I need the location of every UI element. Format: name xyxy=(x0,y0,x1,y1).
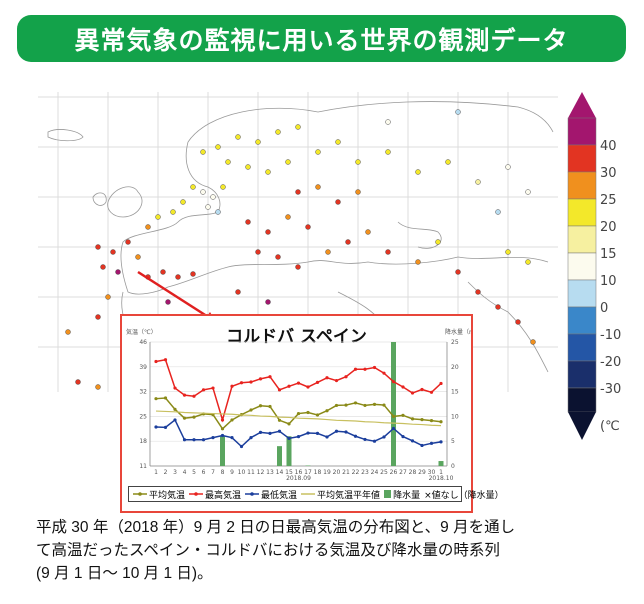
legend-missing: ×値なし（降水量） xyxy=(424,490,504,501)
svg-text:0: 0 xyxy=(451,463,455,470)
svg-text:21: 21 xyxy=(342,469,350,476)
svg-text:40: 40 xyxy=(600,139,617,154)
svg-text:2: 2 xyxy=(164,469,168,476)
chart-plot: 1118253239460510152025気温（℃）降水量（mm）123456… xyxy=(126,328,471,482)
svg-text:5: 5 xyxy=(192,469,196,476)
page-title-banner: 異常気象の監視に用いる世界の観測データ xyxy=(17,15,626,62)
svg-text:25: 25 xyxy=(600,193,617,208)
svg-text:28: 28 xyxy=(409,469,417,476)
svg-text:24: 24 xyxy=(371,469,379,476)
svg-text:13: 13 xyxy=(266,469,274,476)
legend-precip: 降水量 xyxy=(384,488,420,501)
svg-text:0: 0 xyxy=(600,301,608,316)
legend-min: 最低気温 xyxy=(245,488,297,501)
pointer-arrow xyxy=(137,270,214,322)
svg-text:1: 1 xyxy=(439,469,443,476)
svg-text:18: 18 xyxy=(139,438,147,445)
svg-text:26: 26 xyxy=(390,469,398,476)
temperature-colorbar: 40 30 25 20 15 10 0 -10 -20 -30 (℃ xyxy=(566,92,636,442)
svg-text:27: 27 xyxy=(399,469,407,476)
svg-text:15: 15 xyxy=(451,389,459,396)
svg-text:23: 23 xyxy=(361,469,369,476)
svg-text:46: 46 xyxy=(139,339,147,346)
svg-text:2018.10: 2018.10 xyxy=(429,475,454,482)
svg-text:20: 20 xyxy=(333,469,341,476)
svg-text:9: 9 xyxy=(230,469,234,476)
svg-text:30: 30 xyxy=(428,469,436,476)
legend-max: 最高気温 xyxy=(189,488,241,501)
svg-text:11: 11 xyxy=(247,469,255,476)
svg-text:-20: -20 xyxy=(600,355,621,370)
page-title: 異常気象の監視に用いる世界の観測データ xyxy=(74,25,569,55)
svg-text:19: 19 xyxy=(323,469,331,476)
svg-text:39: 39 xyxy=(139,364,147,371)
svg-text:18: 18 xyxy=(314,469,322,476)
svg-text:22: 22 xyxy=(352,469,360,476)
svg-text:25: 25 xyxy=(451,339,459,346)
svg-text:3: 3 xyxy=(173,469,177,476)
svg-text:10: 10 xyxy=(451,413,459,420)
svg-text:10: 10 xyxy=(238,469,246,476)
svg-text:1: 1 xyxy=(154,469,158,476)
map-graphic xyxy=(38,92,558,403)
svg-text:32: 32 xyxy=(139,389,147,396)
svg-text:(℃: (℃ xyxy=(600,419,620,434)
svg-text:14: 14 xyxy=(276,469,284,476)
svg-text:2018.09: 2018.09 xyxy=(286,475,311,482)
svg-text:5: 5 xyxy=(451,438,455,445)
svg-text:8: 8 xyxy=(221,469,225,476)
svg-text:7: 7 xyxy=(211,469,215,476)
cordoba-timeseries-chart: コルドバ スペイン 11 18 25 32 39 46 0 5 10 15 20 25 気温（℃） 降水量… xyxy=(120,314,504,513)
svg-text:15: 15 xyxy=(285,469,293,476)
svg-text:11: 11 xyxy=(139,463,147,470)
svg-text:12: 12 xyxy=(257,469,265,476)
legend-normal: 平均気温平年値 xyxy=(301,490,381,501)
svg-text:4: 4 xyxy=(183,469,187,476)
svg-text:17: 17 xyxy=(304,469,312,476)
chart-legend: 平均気温 最高気温 最低気温 平均気温平年値 降水量 ×値なし（降水量） xyxy=(128,486,504,502)
figure-caption: 平成 30 年（2018 年）9 月 2 日の日最高気温の分布図と、9 月を通し… xyxy=(36,516,636,585)
svg-text:20: 20 xyxy=(451,364,459,371)
caption-line-2: て高温だったスペイン・コルドバにおける気温及び降水量の時系列 xyxy=(36,542,500,559)
caption-line-1: 平成 30 年（2018 年）9 月 2 日の日最高気温の分布図と、9 月を通し xyxy=(36,519,516,536)
svg-text:6: 6 xyxy=(202,469,206,476)
svg-text:15: 15 xyxy=(600,247,617,262)
svg-text:20: 20 xyxy=(600,220,617,235)
svg-text:-30: -30 xyxy=(600,382,621,397)
svg-text:29: 29 xyxy=(418,469,426,476)
svg-text:10: 10 xyxy=(600,274,617,289)
svg-text:25: 25 xyxy=(139,413,147,420)
svg-text:-10: -10 xyxy=(600,328,621,343)
svg-text:降水量（mm）: 降水量（mm） xyxy=(445,328,471,336)
caption-line-3: (9 月 1 日～ 10 月 1 日)。 xyxy=(36,565,213,582)
svg-text:16: 16 xyxy=(295,469,303,476)
svg-text:気温（℃）: 気温（℃） xyxy=(126,328,157,336)
svg-text:25: 25 xyxy=(380,469,388,476)
legend-avg: 平均気温 xyxy=(133,488,185,501)
svg-text:30: 30 xyxy=(600,166,617,181)
